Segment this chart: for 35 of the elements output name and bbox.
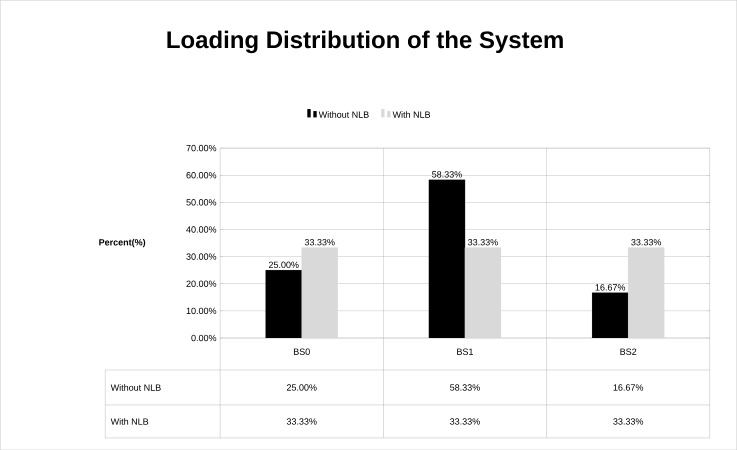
data-label: 58.33% xyxy=(450,384,480,391)
bar xyxy=(592,292,628,338)
y-tick-label: 50.00% xyxy=(186,199,216,206)
data-label: 16.67% xyxy=(614,384,644,391)
y-tick-label: 20.00% xyxy=(186,280,216,287)
text: 33.33% xyxy=(304,238,335,246)
bar xyxy=(428,180,466,338)
text: Without NLB xyxy=(110,384,161,391)
bar xyxy=(628,247,664,338)
text: 25.00% xyxy=(268,262,299,268)
legend-label: With NLB xyxy=(392,111,430,118)
bar xyxy=(464,247,502,338)
y-tick-label: 70.00% xyxy=(186,144,216,152)
legend-label: Without NLB xyxy=(318,111,369,118)
bar xyxy=(302,247,338,338)
y-tick-label: 60.00% xyxy=(186,172,216,178)
data-label: 33.33% xyxy=(286,418,317,425)
x-tick-label: BS1 xyxy=(457,348,474,355)
text: With NLB xyxy=(110,418,148,425)
text: 33.33% xyxy=(631,238,662,246)
text: 16.67% xyxy=(596,284,626,291)
y-tick-label: 10.00% xyxy=(186,308,216,314)
data-label: 33.33% xyxy=(450,418,480,425)
y-tick-label: 0.00% xyxy=(191,334,216,342)
y-tick-label: 40.00% xyxy=(186,226,216,233)
data-label: 33.33% xyxy=(613,418,644,425)
data-label: 25.00% xyxy=(286,384,317,391)
x-tick-label: BS2 xyxy=(620,348,636,355)
chart-title: Loading Distribution of the System xyxy=(167,30,563,54)
bar xyxy=(266,270,302,338)
y-axis-title: Percent(%) xyxy=(99,238,146,248)
y-tick-label: 30.00% xyxy=(186,253,216,260)
text: 58.33% xyxy=(432,171,462,178)
x-tick-label: BS0 xyxy=(294,348,310,355)
text: 33.33% xyxy=(468,238,498,246)
